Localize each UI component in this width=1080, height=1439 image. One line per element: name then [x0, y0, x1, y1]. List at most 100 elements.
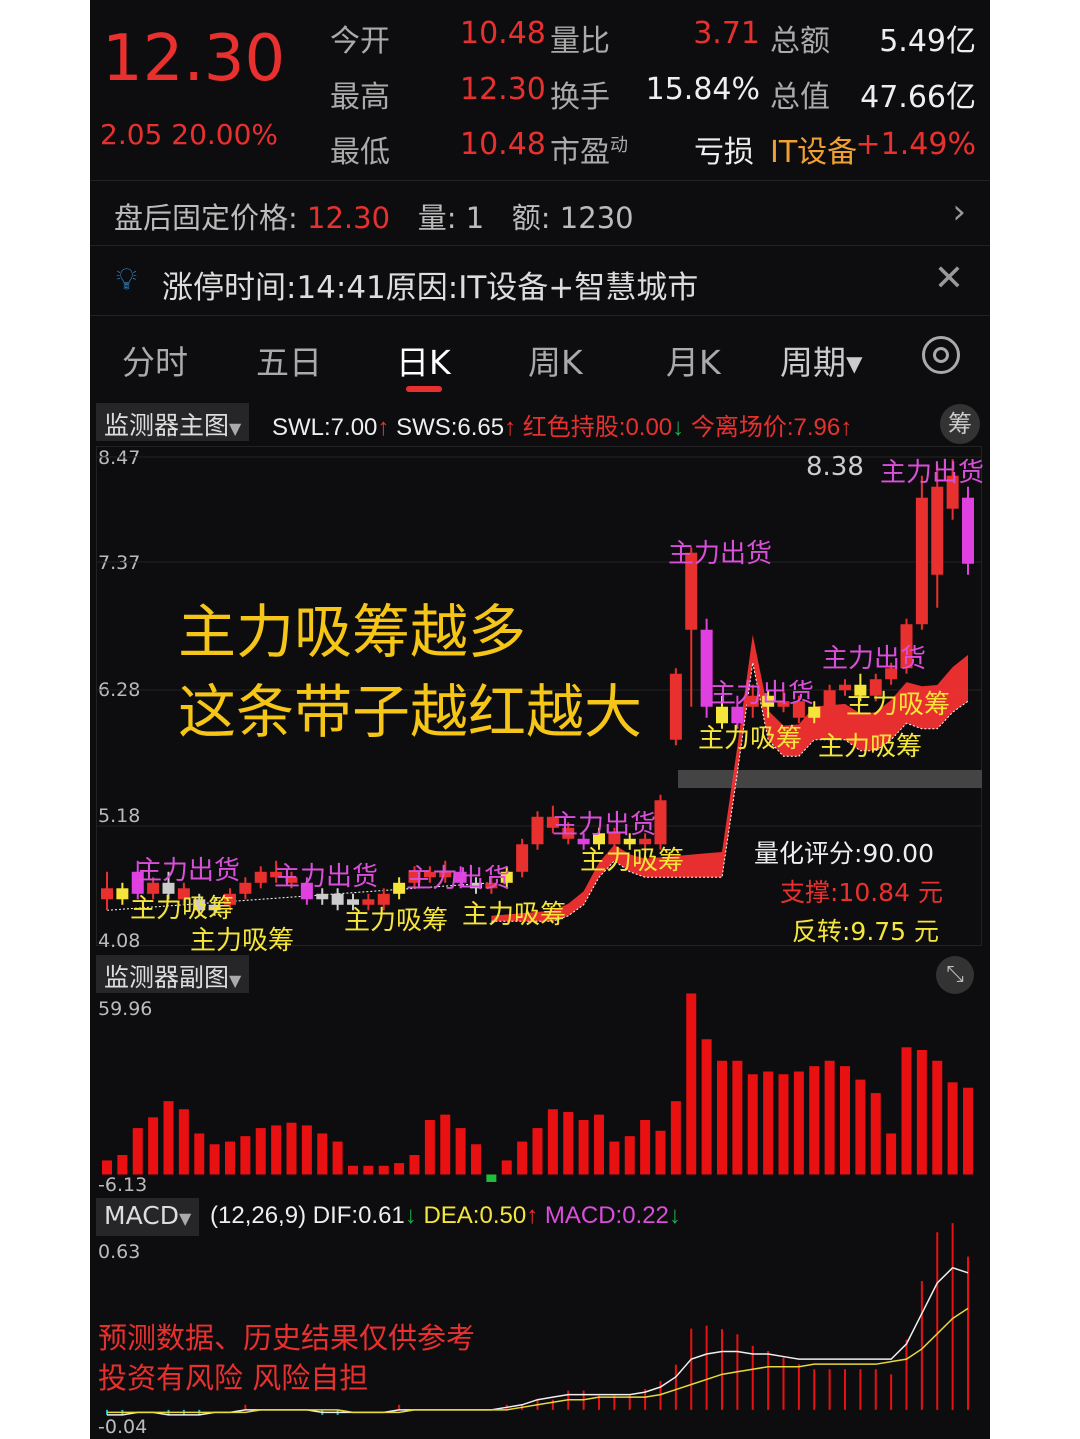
dif-line: [107, 1266, 969, 1416]
signal-absorb: 主力吸筹: [818, 732, 923, 762]
label-turnover-rate: 换手: [550, 80, 610, 115]
y-tick: 5.18: [98, 805, 141, 827]
y-tick: 59.96: [98, 998, 153, 1020]
max-price-label: 8.38: [806, 452, 864, 482]
volume-bar: [870, 1093, 881, 1175]
candle: [900, 624, 913, 669]
candle: [331, 893, 344, 905]
volume-bar: [793, 1071, 804, 1175]
tab-five-day[interactable]: 五日: [256, 343, 322, 382]
volume-bar: [686, 993, 697, 1175]
candle: [931, 486, 944, 575]
candle: [762, 695, 775, 707]
candle: [823, 690, 836, 707]
candle: [485, 882, 498, 889]
value-high: 12.30: [460, 72, 546, 107]
candle: [516, 844, 529, 872]
volume-bar: [255, 1128, 266, 1175]
candle: [839, 684, 851, 691]
candle: [608, 833, 621, 845]
candle: [439, 871, 452, 878]
candle: [562, 827, 575, 839]
chip-distribution-button[interactable]: 筹: [940, 404, 980, 444]
overlay-text-line1: 主力吸筹越多: [178, 598, 527, 666]
volume-bar: [301, 1125, 312, 1175]
candle: [946, 475, 959, 509]
tab-monthly-k[interactable]: 月K: [666, 343, 721, 382]
y-tick: 7.37: [98, 552, 141, 574]
volume-bar: [317, 1133, 328, 1175]
settings-gear-icon[interactable]: [922, 336, 960, 374]
macd-dropdown[interactable]: MACD▼: [96, 1198, 200, 1236]
volume-bar: [578, 1120, 589, 1175]
value-vol-ratio: 3.71: [693, 16, 760, 51]
volume-bar: [486, 1174, 497, 1182]
y-tick: 8.47: [98, 447, 141, 469]
disclaimer-line1: 预测数据、历史结果仅供参考: [98, 1321, 476, 1355]
candlestick-chart[interactable]: [90, 0, 990, 1439]
volume-bar: [932, 1060, 943, 1175]
active-tab-indicator: [406, 386, 442, 392]
label-market-cap: 总值: [770, 80, 830, 115]
volume-bar: [840, 1066, 850, 1175]
volume-bar: [655, 1130, 666, 1175]
candle: [639, 838, 652, 845]
signal-distribute: 主力出货: [406, 864, 511, 894]
y-tick: -6.13: [98, 1174, 148, 1196]
label-high: 最高: [330, 80, 390, 115]
tab-intraday[interactable]: 分时: [122, 343, 188, 382]
volume-bar: [209, 1144, 220, 1175]
volume-bar: [824, 1060, 835, 1175]
signal-distribute: 主力出货: [668, 539, 773, 569]
price-change: 2.05 20.00%: [100, 118, 278, 151]
volume-bar: [778, 1074, 789, 1175]
candle: [270, 871, 283, 878]
volume-bar: [517, 1141, 528, 1175]
accumulation-band: [491, 634, 968, 922]
candle: [746, 695, 759, 707]
volume-bar: [194, 1133, 205, 1175]
signal-absorb: 主力吸筹: [580, 846, 685, 876]
lightbulb-icon: 💡︎: [116, 262, 137, 297]
y-tick: 0.63: [98, 1241, 141, 1263]
tab-weekly-k[interactable]: 周K: [528, 343, 583, 382]
quant-score: 量化评分:90.00: [754, 839, 934, 868]
main-chart-frame: [96, 446, 982, 946]
volume-bar: [947, 1082, 958, 1175]
candle: [177, 888, 190, 900]
volume-bar: [532, 1128, 543, 1175]
tab-period-dropdown[interactable]: 周期▾: [780, 343, 863, 382]
sector-link[interactable]: IT设备: [770, 135, 858, 170]
volume-bar: [348, 1165, 358, 1175]
after-hours-row[interactable]: 盘后固定价格: 12.30 量: 1 额: 1230: [114, 201, 634, 235]
candle: [347, 899, 359, 905]
label-vol-ratio: 量比: [550, 24, 610, 59]
sub-indicator-dropdown[interactable]: 监测器副图▼: [96, 955, 250, 993]
candle: [300, 882, 313, 900]
volume-bar: [501, 1160, 512, 1175]
close-icon[interactable]: ✕: [933, 258, 964, 299]
main-indicator-dropdown[interactable]: 监测器主图▼: [96, 403, 250, 441]
candle: [254, 871, 267, 883]
volume-bar: [886, 1133, 897, 1175]
candle: [208, 904, 221, 911]
volume-bar: [855, 1079, 866, 1175]
volume-bar: [332, 1141, 343, 1175]
candle: [623, 838, 636, 845]
candle: [869, 679, 882, 696]
volume-bar: [701, 1039, 712, 1175]
candle: [792, 701, 805, 718]
volume-bar: [378, 1165, 389, 1175]
expand-icon[interactable]: ⤡: [936, 956, 974, 994]
candle: [685, 552, 698, 630]
candle: [593, 833, 605, 845]
y-tick: -0.04: [98, 1416, 148, 1438]
tab-daily-k[interactable]: 日K: [396, 343, 451, 382]
volume-bar: [747, 1074, 758, 1175]
signal-absorb: 主力吸筹: [846, 690, 951, 720]
label-open: 今开: [330, 24, 390, 59]
candle: [531, 816, 544, 845]
change-pct: 20.00%: [171, 118, 279, 151]
candle: [962, 497, 974, 564]
chevron-right-icon[interactable]: ›: [952, 192, 966, 232]
